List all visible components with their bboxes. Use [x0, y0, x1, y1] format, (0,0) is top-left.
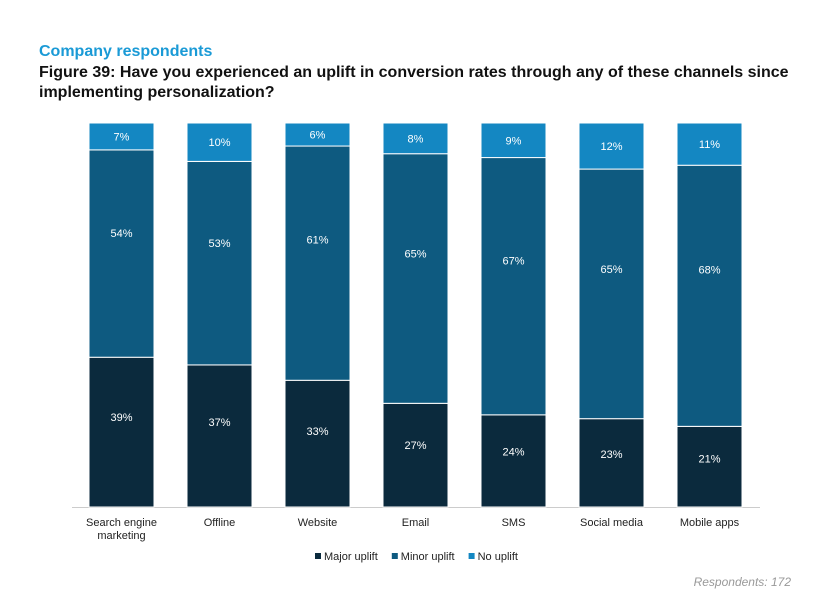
data-label: 7%	[114, 131, 130, 143]
data-label: 21%	[698, 454, 720, 466]
bar-segment	[88, 149, 155, 358]
bar-segment	[186, 160, 253, 366]
category-label: Social media	[580, 517, 644, 529]
data-label: 67%	[502, 255, 524, 267]
data-label: 12%	[600, 141, 622, 153]
data-label: 24%	[502, 447, 524, 459]
respondents-note: Respondents: 172	[693, 575, 791, 589]
data-label: 37%	[208, 417, 230, 429]
bar-segment	[676, 425, 743, 508]
bar-segment	[676, 122, 743, 166]
data-label: 53%	[208, 238, 230, 250]
category-label: Mobile apps	[680, 517, 740, 529]
legend-label: Minor uplift	[401, 551, 455, 563]
legend-swatch	[468, 553, 475, 559]
legend-swatch	[391, 553, 398, 559]
bar-segment	[480, 122, 547, 159]
bar-segment	[382, 122, 449, 155]
category-label: Search engine	[86, 517, 157, 529]
category-label: Website	[298, 517, 338, 529]
data-label: 65%	[404, 249, 426, 261]
data-label: 8%	[408, 133, 424, 145]
category-label: Email	[402, 517, 430, 529]
chart-title: Figure 39: Have you experienced an uplif…	[39, 64, 789, 101]
bar-segment	[284, 145, 351, 381]
chart-subtitle: Company respondents	[39, 43, 213, 60]
bar-segment	[88, 122, 155, 151]
bar-segment	[480, 414, 547, 508]
data-label: 10%	[208, 137, 230, 149]
bar-segment	[578, 418, 645, 508]
bar-segment	[578, 168, 645, 420]
bar-segment	[676, 164, 743, 427]
category-label: Offline	[204, 517, 236, 529]
bar-segment	[284, 122, 351, 147]
bar-segment	[480, 157, 547, 416]
data-label: 6%	[310, 130, 326, 142]
data-label: 27%	[404, 440, 426, 452]
category-label: SMS	[502, 517, 526, 529]
legend-label: No uplift	[478, 551, 518, 563]
data-label: 61%	[306, 235, 328, 247]
category-label: marketing	[97, 530, 145, 542]
data-label: 11%	[699, 139, 720, 151]
data-label: 33%	[306, 426, 328, 438]
bar-segment	[88, 356, 155, 508]
data-label: 9%	[506, 135, 522, 147]
data-label: 68%	[698, 265, 720, 277]
data-label: 54%	[110, 228, 132, 240]
bar-segment	[186, 364, 253, 508]
bar-segment	[382, 402, 449, 508]
data-label: 65%	[600, 264, 622, 276]
data-label: 39%	[110, 412, 132, 424]
bar-segment	[186, 122, 253, 162]
legend-label: Major uplift	[324, 551, 378, 563]
legend-swatch	[315, 553, 321, 559]
bar-segment	[382, 153, 449, 404]
data-label: 23%	[600, 449, 622, 461]
bar-segment	[284, 379, 351, 508]
bar-segment	[578, 122, 645, 170]
